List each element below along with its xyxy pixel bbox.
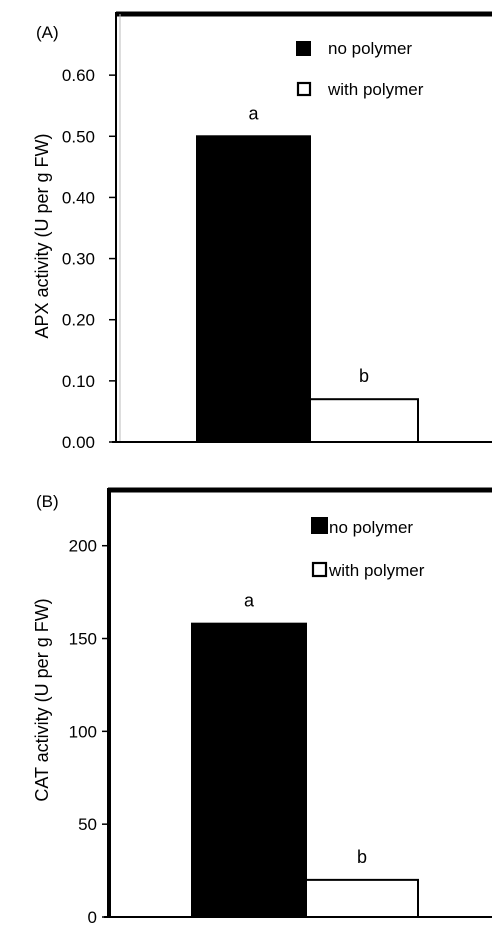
- panel-b-legend-swatch-with-polymer: [313, 563, 326, 576]
- panel-b-y-ticks: 0 50 100 150 200: [69, 537, 109, 926]
- panel-b-legend-with-polymer: with polymer: [328, 561, 425, 580]
- panel-b-legend-no-polymer: no polymer: [329, 518, 413, 537]
- panel-b-letter-no-polymer: a: [244, 591, 255, 611]
- panel-a-bars: [197, 136, 418, 442]
- panel-b-y-tick-label: 150: [69, 630, 97, 649]
- panel-a-bar-with-polymer: [310, 399, 418, 442]
- panel-b-label: (B): [36, 492, 59, 511]
- panel-a-legend-with-polymer: with polymer: [327, 80, 424, 99]
- panel-b-y-axis-label: CAT activity (U per g FW): [32, 598, 52, 801]
- panel-a-letter-no-polymer: a: [248, 103, 259, 123]
- panel-b-bar-no-polymer: [192, 624, 306, 917]
- panel-a-legend-no-polymer: no polymer: [328, 39, 412, 58]
- panel-a-y-tick-label: 0.40: [62, 188, 95, 207]
- panel-b-y-tick-label: 100: [69, 722, 97, 741]
- panel-a-legend-swatch-no-polymer: [297, 42, 310, 55]
- panel-a-y-tick-label: 0.10: [62, 372, 95, 391]
- panel-b-y-tick-label: 50: [78, 815, 97, 834]
- panel-a-bar-no-polymer: [197, 136, 310, 442]
- panel-b-y-tick-label: 200: [69, 537, 97, 556]
- panel-a-letter-with-polymer: b: [359, 366, 369, 386]
- panel-b-bar-with-polymer: [306, 880, 418, 917]
- panel-a: (A) APX activity (U per g FW) 0.000.100.…: [32, 12, 492, 452]
- panel-a-label: (A): [36, 23, 59, 42]
- panel-a-y-tick-label: 0.30: [62, 250, 95, 269]
- panel-a-y-axis-label: APX activity (U per g FW): [32, 133, 52, 338]
- panel-a-y-tick-label: 0.60: [62, 66, 95, 85]
- panel-b-y-tick-label: 0: [88, 908, 97, 926]
- panel-b-letter-with-polymer: b: [357, 847, 367, 867]
- panel-a-y-ticks: 0.00 0.10 0.20 0.30 0.40 0.50 0.60: [62, 66, 116, 452]
- panel-a-y-tick-label: 0.50: [62, 127, 95, 146]
- panel-a-y-tick-label: 0.00: [62, 433, 95, 452]
- panel-b: (B) CAT activity (U per g FW) 0 50 100 150 2…: [32, 488, 492, 926]
- panel-a-legend-swatch-with-polymer: [298, 83, 310, 95]
- panel-b-bars: [192, 624, 418, 917]
- panel-b-legend-swatch-no-polymer: [312, 518, 327, 533]
- panel-a-y-tick-label: 0.20: [62, 311, 95, 330]
